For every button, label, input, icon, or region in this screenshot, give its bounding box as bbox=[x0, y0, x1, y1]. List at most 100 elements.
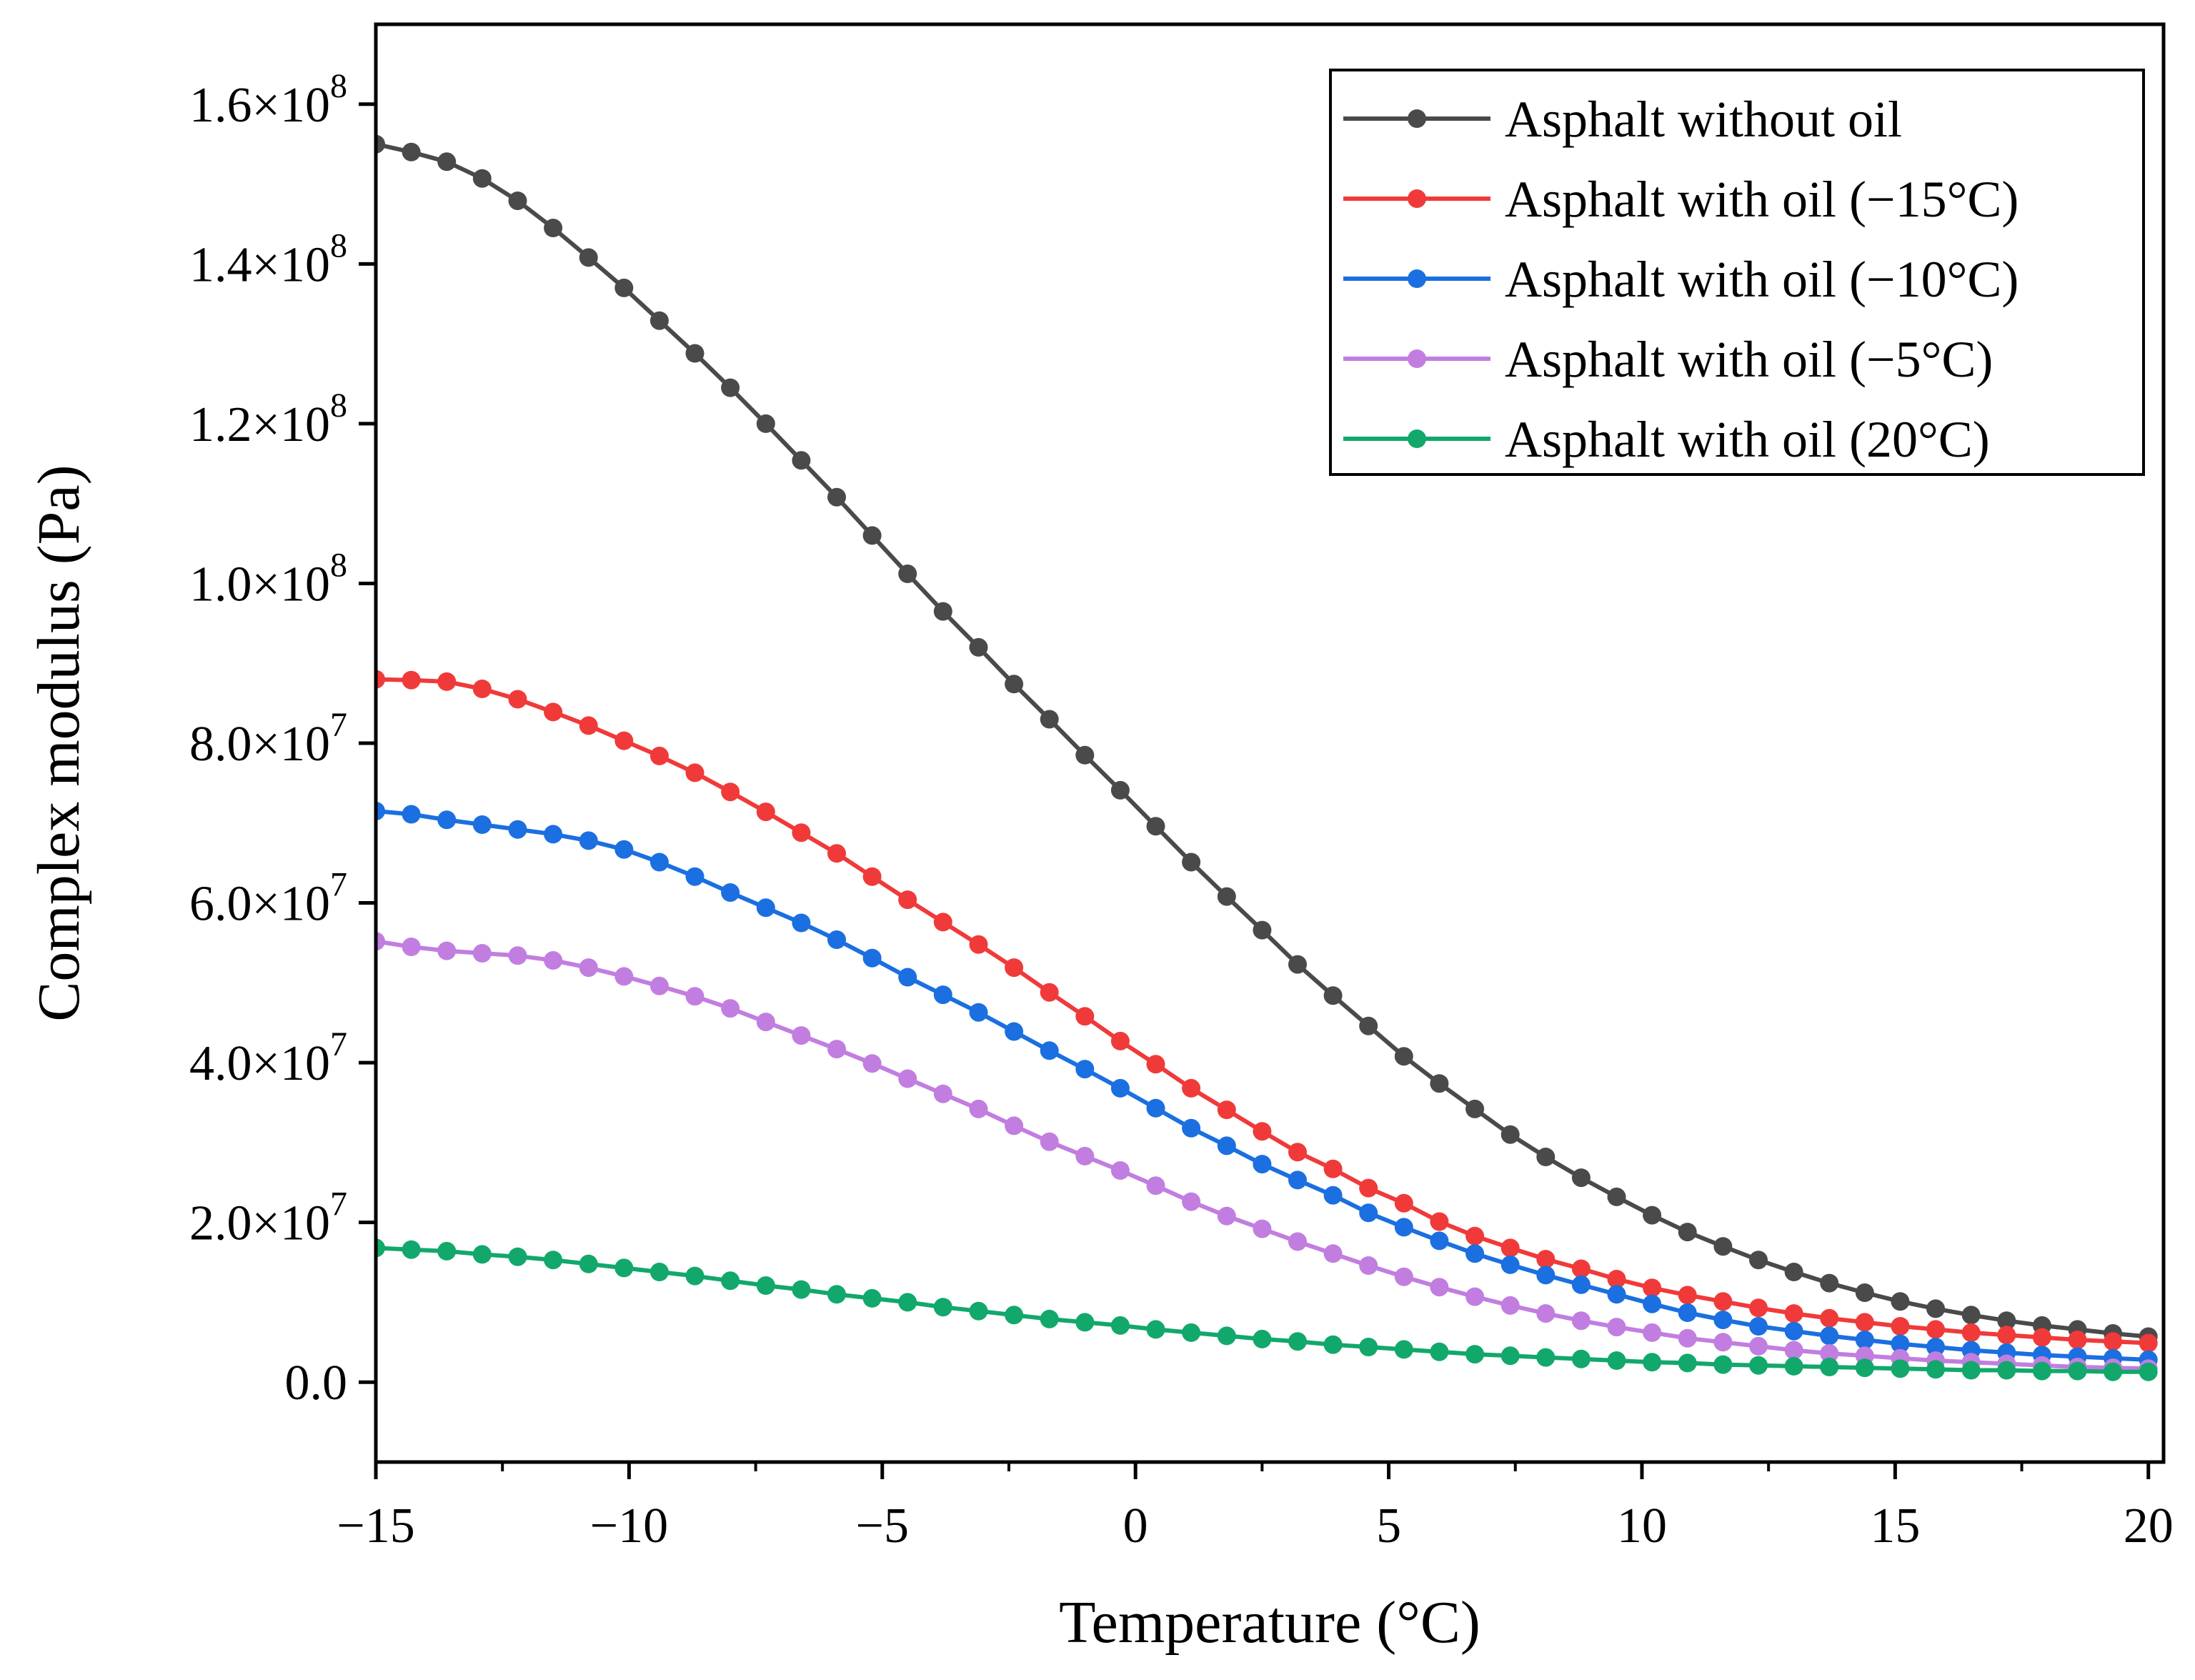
series-3-point bbox=[579, 831, 598, 850]
series-2-point bbox=[1749, 1298, 1768, 1318]
series-2-point bbox=[1926, 1320, 1945, 1339]
series-4-point bbox=[1784, 1341, 1803, 1360]
series-5-point bbox=[969, 1301, 988, 1321]
series-4-point bbox=[1713, 1333, 1733, 1352]
series-1-point bbox=[544, 219, 563, 237]
series-5-point bbox=[1961, 1361, 1981, 1380]
series-2-point bbox=[862, 867, 882, 886]
x-tick-label: −15 bbox=[337, 1498, 414, 1554]
series-5-point bbox=[2032, 1361, 2051, 1381]
series-3-point bbox=[1110, 1078, 1130, 1098]
legend-label: Asphalt with oil (−10°C) bbox=[1505, 251, 2019, 308]
series-5-point bbox=[1855, 1358, 1874, 1378]
y-tick-label: 4.0×107 bbox=[189, 1025, 347, 1091]
series-1-point bbox=[437, 152, 457, 172]
series-1-point bbox=[933, 602, 952, 621]
series-4-point bbox=[508, 946, 527, 965]
series-4-point bbox=[1359, 1256, 1378, 1275]
series-4-point bbox=[579, 958, 598, 978]
series-1-point bbox=[1784, 1263, 1803, 1281]
series-3-point bbox=[1146, 1098, 1165, 1118]
series-1-point bbox=[1926, 1299, 1945, 1318]
series-1-point bbox=[649, 311, 669, 330]
series-4-point bbox=[756, 1013, 775, 1032]
series-2-point bbox=[402, 670, 421, 690]
series-1-point bbox=[1961, 1306, 1981, 1325]
series-5-point bbox=[1253, 1329, 1272, 1348]
series-4-point bbox=[1182, 1192, 1201, 1211]
series-2-point bbox=[1536, 1250, 1556, 1269]
series-1-point bbox=[1288, 955, 1307, 974]
series-1-point bbox=[862, 526, 882, 545]
series-1-point bbox=[1643, 1206, 1662, 1225]
series-5-point bbox=[1323, 1335, 1343, 1354]
series-3-point bbox=[1430, 1231, 1449, 1251]
series-1-point bbox=[1536, 1148, 1556, 1166]
series-1-point bbox=[1571, 1168, 1591, 1188]
series-5-point bbox=[1359, 1338, 1378, 1356]
legend-swatch-marker bbox=[1408, 109, 1426, 128]
series-4-point bbox=[969, 1099, 988, 1118]
series-1-point bbox=[1075, 745, 1095, 765]
series-1-point bbox=[1465, 1099, 1485, 1118]
series-4-point bbox=[827, 1040, 846, 1059]
series-3-point bbox=[1678, 1303, 1697, 1322]
series-4-point bbox=[1110, 1161, 1130, 1180]
series-2-point bbox=[1713, 1292, 1733, 1311]
series-4-point bbox=[472, 944, 492, 963]
series-5-point bbox=[756, 1276, 775, 1295]
series-5-point bbox=[2104, 1362, 2123, 1381]
x-tick-label: 10 bbox=[1617, 1498, 1667, 1554]
series-5-point bbox=[1075, 1313, 1095, 1332]
series-5-point bbox=[649, 1263, 669, 1281]
series-2-point bbox=[579, 716, 598, 735]
series-4-point bbox=[1430, 1278, 1449, 1297]
series-5-point bbox=[1891, 1359, 1910, 1378]
series-1-point bbox=[1678, 1223, 1697, 1242]
y-tick-label: 1.0×108 bbox=[189, 546, 347, 612]
series-3-point bbox=[827, 930, 846, 949]
series-4-point bbox=[721, 999, 740, 1018]
series-1-point bbox=[685, 344, 705, 363]
plot-layer bbox=[376, 134, 2158, 1381]
y-tick-label: 1.6×108 bbox=[189, 67, 347, 133]
series-1-point bbox=[827, 487, 846, 507]
series-4-point bbox=[1500, 1296, 1520, 1315]
series-1-point bbox=[969, 637, 988, 657]
series-2-point bbox=[508, 690, 527, 709]
series-4-point bbox=[1394, 1267, 1413, 1286]
series-2-point bbox=[2104, 1332, 2123, 1351]
legend-swatch-marker bbox=[1408, 349, 1426, 368]
series-5-point bbox=[721, 1271, 740, 1291]
series-3-point bbox=[1571, 1275, 1591, 1294]
series-2-point bbox=[1997, 1326, 2016, 1345]
series-2-point bbox=[2139, 1333, 2158, 1353]
y-tick-label: 6.0×107 bbox=[189, 866, 347, 932]
series-3-point bbox=[649, 853, 669, 872]
series-1-point bbox=[1217, 887, 1236, 906]
series-3-point bbox=[1749, 1317, 1768, 1336]
series-5-point bbox=[933, 1298, 952, 1317]
series-2-point bbox=[1891, 1317, 1910, 1336]
series-5-point bbox=[1288, 1332, 1307, 1351]
series-2-point bbox=[1394, 1193, 1413, 1213]
y-tick-label: 8.0×107 bbox=[189, 706, 347, 772]
series-3-point bbox=[1891, 1334, 1910, 1353]
series-1-point bbox=[614, 278, 634, 297]
series-4-point bbox=[437, 941, 457, 960]
series-1-point bbox=[402, 142, 421, 161]
series-2-point bbox=[1430, 1212, 1449, 1231]
series-3-point bbox=[614, 840, 634, 859]
series-2-point bbox=[1182, 1078, 1201, 1098]
y-axis-title: Complex modulus (Pa) bbox=[26, 464, 92, 1021]
series-5-point bbox=[1713, 1355, 1733, 1374]
series-5-point bbox=[1394, 1340, 1413, 1359]
series-3-point bbox=[1217, 1136, 1236, 1155]
series-4-point bbox=[1323, 1244, 1343, 1263]
series-2-point bbox=[898, 890, 917, 910]
x-tick-label: 0 bbox=[1123, 1498, 1148, 1554]
series-1-point bbox=[1359, 1016, 1378, 1035]
series-3-point bbox=[1926, 1338, 1945, 1356]
series-2-point bbox=[933, 913, 952, 932]
